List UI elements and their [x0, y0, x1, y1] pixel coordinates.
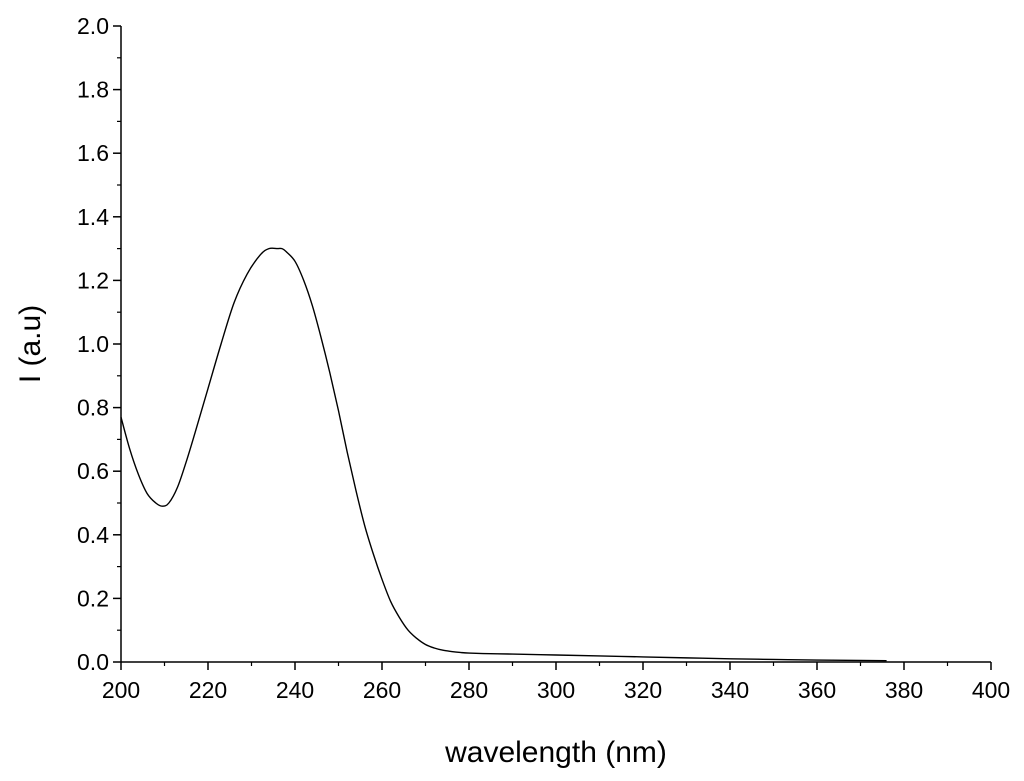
y-tick-label: 1.2 [77, 267, 109, 293]
x-tick-label: 220 [189, 677, 227, 703]
x-tick-label: 320 [624, 677, 662, 703]
y-tick-label: 1.0 [77, 331, 109, 357]
y-axis-label: I (a.u) [14, 305, 47, 383]
x-axis-label: wavelength (nm) [444, 736, 667, 769]
x-tick-label: 380 [885, 677, 923, 703]
x-tick-label: 240 [276, 677, 314, 703]
x-tick-label: 360 [798, 677, 836, 703]
x-tick-label: 300 [537, 677, 575, 703]
y-ticks: 0.0 0.2 0.4 0.6 0.8 1.0 1.2 1.4 1.6 1.8 2.0 [77, 13, 121, 675]
y-tick-label: 0.6 [77, 458, 109, 484]
plot-frame [120, 26, 991, 663]
y-tick-label: 0.8 [77, 395, 109, 421]
y-tick-label: 2.0 [77, 13, 109, 39]
x-tick-label: 400 [972, 677, 1010, 703]
spectrum-line-series-0 [120, 247, 887, 662]
x-tick-label: 200 [102, 677, 140, 703]
y-tick-label: 0.2 [77, 585, 109, 611]
y-tick-label: 1.6 [77, 140, 109, 166]
y-tick-label: 1.8 [77, 77, 109, 103]
x-ticks: 200 220 240 260 280 300 320 340 360 380 400 [102, 662, 1010, 703]
x-tick-label: 340 [711, 677, 749, 703]
y-tick-label: 1.4 [77, 204, 109, 230]
series-layer [120, 247, 887, 662]
x-tick-label: 280 [450, 677, 488, 703]
y-tick-label: 0.4 [77, 522, 109, 548]
x-tick-label: 260 [363, 677, 401, 703]
y-tick-label: 0.0 [77, 649, 109, 675]
